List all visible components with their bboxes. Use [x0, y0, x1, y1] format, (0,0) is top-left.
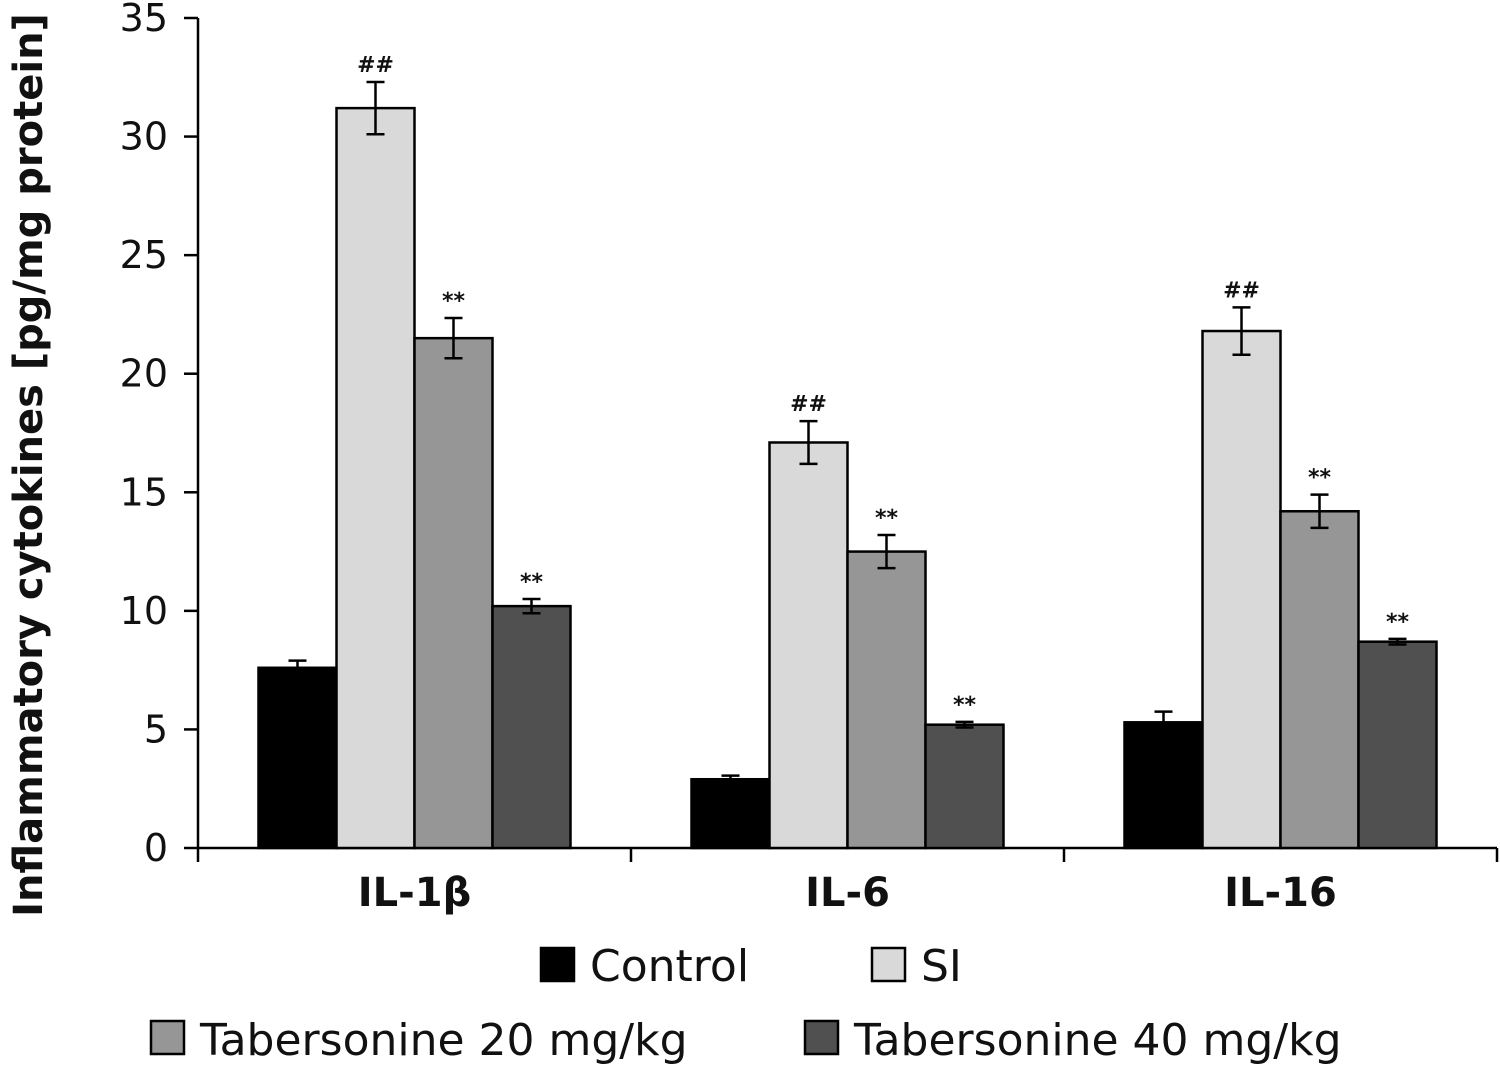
significance-label: **: [1308, 466, 1332, 491]
bar: [257, 666, 338, 850]
bar: [1201, 329, 1282, 850]
bar: [768, 441, 849, 850]
legend-label: Tabersonine 40 mg/kg: [853, 1015, 1342, 1066]
y-tick-label: 15: [120, 470, 168, 514]
y-tick-label: 0: [144, 826, 168, 870]
bar: [335, 106, 416, 850]
bar: [846, 550, 927, 850]
x-tick-label: IL-1β: [358, 870, 471, 916]
significance-label: ##: [357, 53, 394, 78]
bar: [413, 336, 494, 850]
y-tick-label: 25: [120, 233, 168, 277]
bar: [924, 723, 1005, 850]
significance-label: **: [953, 693, 977, 718]
significance-label: **: [520, 570, 544, 595]
significance-label: ##: [790, 392, 827, 417]
legend-label: Control: [590, 941, 749, 992]
significance-label: ##: [1223, 278, 1260, 303]
significance-label: **: [1386, 610, 1410, 635]
y-tick-label: 30: [120, 115, 168, 159]
y-tick-label: 10: [120, 589, 168, 633]
significance-label: **: [442, 289, 466, 314]
bar: [1123, 721, 1204, 850]
legend-label: SI: [921, 941, 962, 992]
significance-label: **: [875, 506, 899, 531]
bar: [1357, 640, 1438, 850]
legend-swatch: [870, 946, 907, 983]
y-tick-label: 35: [120, 0, 168, 40]
legend-swatch: [803, 1019, 840, 1056]
legend-swatch: [539, 946, 576, 983]
axes: 0 5 10 15 20 25 30 35 IL-1β IL-6 IL-16: [120, 0, 1499, 916]
x-tick-label: IL-6: [805, 870, 890, 916]
y-axis-label: Inflammatory cytokines [pg/mg protein]: [6, 13, 52, 917]
legend-swatch: [149, 1019, 186, 1056]
bar: [690, 777, 771, 850]
bars: ## ** ** ## ** ** ## ** **: [257, 53, 1438, 850]
y-tick-label: 5: [144, 707, 168, 751]
x-tick-label: IL-16: [1224, 870, 1337, 916]
legend-label: Tabersonine 20 mg/kg: [199, 1015, 688, 1066]
legend: Control SI Tabersonine 20 mg/kg Tabersonine…: [149, 941, 1342, 1066]
bar: [491, 604, 572, 850]
bar: [1279, 510, 1360, 850]
y-tick-label: 20: [120, 352, 168, 396]
